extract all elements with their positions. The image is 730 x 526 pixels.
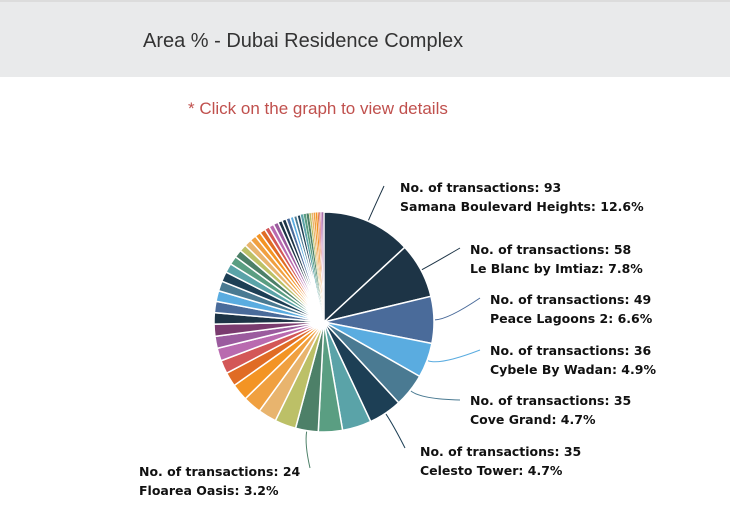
data-label: No. of transactions: 35 Cove Grand: 4.7% — [470, 391, 631, 429]
data-label: No. of transactions: 93 Samana Boulevard … — [400, 178, 644, 216]
data-label-line: Le Blanc by Imtiaz: 7.8% — [470, 261, 643, 276]
data-label-line: Floarea Oasis: 3.2% — [139, 483, 279, 498]
data-label: No. of transactions: 36 Cybele By Wadan: … — [490, 341, 656, 379]
data-label-line: No. of transactions: 35 — [470, 393, 632, 408]
pie-slice[interactable] — [323, 211, 406, 324]
leader-line — [434, 297, 481, 321]
data-label: No. of transactions: 35 Celesto Tower: 4.… — [420, 442, 581, 480]
leader-line — [305, 431, 311, 469]
data-label: No. of transactions: 24 Floarea Oasis: 3.… — [139, 462, 300, 500]
data-label-line: No. of transactions: 58 — [470, 242, 632, 257]
data-label-line: No. of transactions: 24 — [139, 464, 301, 479]
data-label-line: No. of transactions: 36 — [490, 343, 652, 358]
data-label-line: No. of transactions: 35 — [420, 444, 582, 459]
pie-slice[interactable] — [323, 211, 325, 323]
data-label-line: Peace Lagoons 2: 6.6% — [490, 311, 653, 326]
data-label-line: No. of transactions: 49 — [490, 292, 652, 307]
data-label-line: No. of transactions: 93 — [400, 180, 562, 195]
data-label: No. of transactions: 58 Le Blanc by Imtia… — [470, 240, 643, 278]
data-label: No. of transactions: 49 Peace Lagoons 2: … — [490, 290, 652, 328]
leader-line — [421, 247, 461, 271]
leader-line — [368, 185, 385, 221]
data-label-line: Cove Grand: 4.7% — [470, 412, 596, 427]
leader-line — [410, 390, 461, 401]
data-label-line: Samana Boulevard Heights: 12.6% — [400, 199, 644, 214]
page-title: Area % - Dubai Residence Complex — [143, 30, 464, 52]
leader-line — [427, 349, 481, 363]
data-label-line: Celesto Tower: 4.7% — [420, 463, 563, 478]
header-bar: Area % - Dubai Residence Complex — [0, 0, 730, 77]
click-hint: * Click on the graph to view details — [188, 99, 448, 118]
leader-line — [385, 413, 406, 449]
data-label-line: Cybele By Wadan: 4.9% — [490, 362, 656, 377]
